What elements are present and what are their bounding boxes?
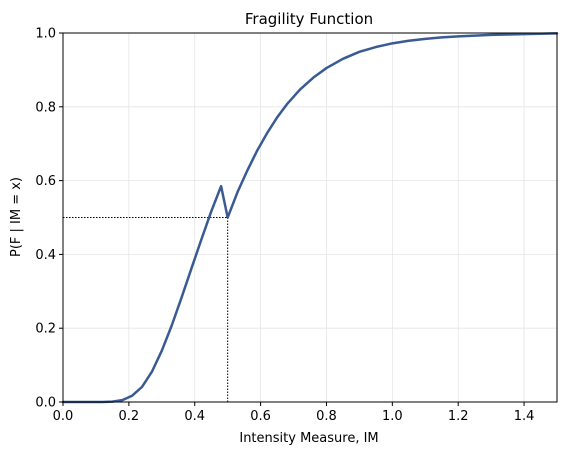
x-tick-label: 0.2 — [119, 409, 140, 424]
chart-title: Fragility Function — [245, 10, 373, 28]
x-tick-label: 0.0 — [53, 409, 74, 424]
x-tick-label: 0.8 — [316, 409, 337, 424]
y-tick-label: 0.8 — [35, 100, 56, 115]
x-axis-label: Intensity Measure, IM — [239, 431, 378, 446]
x-tick-label: 0.4 — [184, 409, 205, 424]
reference-layer — [63, 217, 229, 402]
x-tick-label: 0.6 — [250, 409, 271, 424]
plot-frame — [62, 32, 558, 403]
x-tick-label: 1.2 — [448, 409, 469, 424]
y-tick-label: 0.4 — [35, 248, 56, 263]
y-tick-label: 0.0 — [35, 396, 56, 411]
series-layer — [61, 32, 559, 404]
x-tick-label: 1.4 — [514, 409, 535, 424]
y-tick-label: 0.2 — [35, 322, 56, 337]
fragility-curve — [61, 32, 559, 404]
x-tick-label: 1.0 — [382, 409, 403, 424]
y-tick-label: 1.0 — [35, 27, 56, 42]
tick-layer: 0.0 0.2 0.4 0.6 0.8 1.0 1.2 1.4 0.0 0.2 0.4 0.6 0.8 1… — [35, 27, 534, 425]
y-axis-label: P(F | IM = x) — [9, 177, 24, 257]
y-tick-label: 0.6 — [35, 174, 56, 189]
